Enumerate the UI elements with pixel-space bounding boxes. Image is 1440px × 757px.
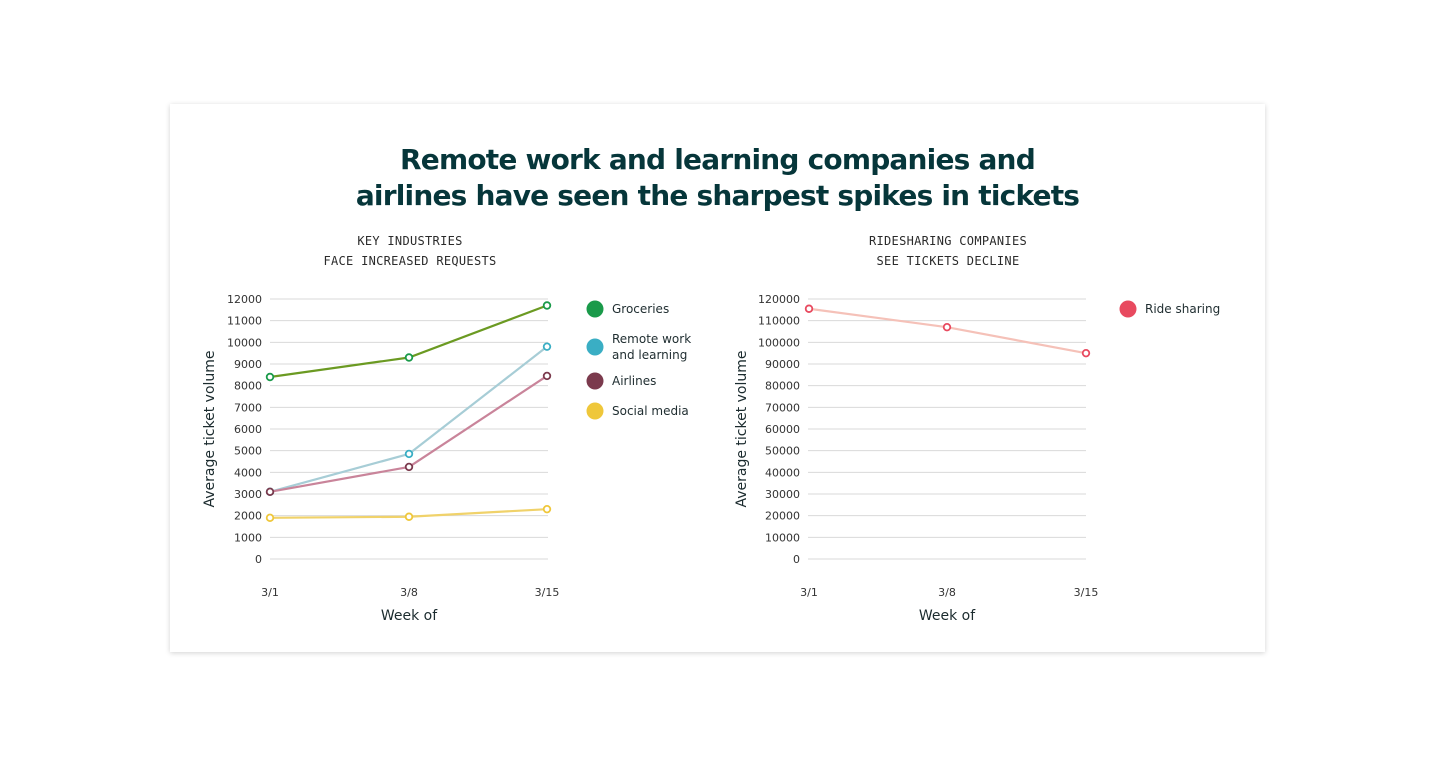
chart-card: Remote work and learning companies and a… xyxy=(170,104,1265,652)
left-y-tick-label: 2000 xyxy=(234,510,262,523)
right-legend-label: Ride sharing xyxy=(1145,302,1220,316)
main-title-line-2: airlines have seen the sharpest spikes i… xyxy=(355,179,1080,212)
left-y-tick-label: 5000 xyxy=(234,445,262,458)
right-x-tick-label: 3/15 xyxy=(1074,586,1099,599)
left-legend-marker xyxy=(586,338,604,356)
left-legend-label: Airlines xyxy=(612,374,656,388)
left-legend-label: Social media xyxy=(612,404,689,418)
right-data-point xyxy=(1081,348,1091,358)
right-data-point xyxy=(804,304,814,313)
right-x-tick-label: 3/1 xyxy=(800,586,818,599)
left-legend-marker xyxy=(586,300,604,318)
right-y-axis-title: Average ticket volume xyxy=(734,350,750,507)
right-chart-group: 0 10000 20000 30000 40000 50000 60000 70000 8000… xyxy=(734,293,1220,624)
key-industries-line-chart: 0 1000 2000 3000 4000 5000 6000 7000 8000 9000 100… xyxy=(202,293,1220,624)
left-data-point xyxy=(542,301,552,310)
main-title-line-1: Remote work and learning companies and xyxy=(400,143,1036,176)
left-y-tick-label: 0 xyxy=(255,553,262,566)
right-y-tick-label: 20000 xyxy=(765,510,800,523)
right-y-tick-label: 50000 xyxy=(765,445,800,458)
left-data-point xyxy=(542,342,552,351)
left-legend-label: Groceries xyxy=(612,302,669,316)
left-legend-marker xyxy=(586,402,604,420)
left-x-tick-label: 3/8 xyxy=(400,586,418,599)
left-chart-group: 0 1000 2000 3000 4000 5000 6000 7000 8000 9000 100… xyxy=(202,293,691,624)
left-y-tick-label: 12000 xyxy=(227,293,262,306)
left-x-tick-label: 3/1 xyxy=(261,586,279,599)
right-y-tick-label: 90000 xyxy=(765,358,800,371)
right-legend-marker xyxy=(1119,300,1137,318)
right-data-point xyxy=(942,322,952,332)
right-chart-title: RIDESHARING COMPANIES SEE TICKETS DECLIN… xyxy=(798,231,1098,271)
left-y-tick-label: 3000 xyxy=(234,488,262,501)
left-chart-title-line-2: FACE INCREASED REQUESTS xyxy=(323,254,497,268)
left-data-point xyxy=(265,513,275,523)
right-y-tick-label: 110000 xyxy=(758,315,800,328)
right-x-tick-label: 3/8 xyxy=(938,586,956,599)
left-y-tick-label: 8000 xyxy=(234,380,262,393)
right-y-tick-label: 80000 xyxy=(765,380,800,393)
right-y-tick-label: 70000 xyxy=(765,401,800,414)
left-y-tick-label: 11000 xyxy=(227,315,262,328)
left-data-point xyxy=(542,371,552,381)
left-data-point xyxy=(404,353,414,362)
right-y-tick-label: 10000 xyxy=(765,531,800,544)
right-chart-title-line-1: RIDESHARING COMPANIES xyxy=(868,234,1028,248)
left-data-point xyxy=(265,372,275,382)
left-y-tick-label: 7000 xyxy=(234,401,262,414)
left-legend-marker xyxy=(586,372,604,390)
left-data-point xyxy=(542,504,552,514)
left-data-point xyxy=(265,487,275,497)
left-y-tick-label: 9000 xyxy=(234,358,262,371)
left-y-tick-label: 10000 xyxy=(227,336,262,349)
left-data-point xyxy=(404,449,414,459)
left-y-tick-label: 4000 xyxy=(234,466,262,479)
left-data-point xyxy=(404,512,414,521)
right-y-tick-label: 0 xyxy=(793,553,800,566)
left-chart-title: KEY INDUSTRIES FACE INCREASED REQUESTS xyxy=(260,231,560,271)
right-y-tick-label: 100000 xyxy=(758,336,800,349)
right-y-tick-label: 120000 xyxy=(758,293,800,306)
left-y-axis-title: Average ticket volume xyxy=(202,350,218,507)
left-data-point xyxy=(404,462,414,472)
right-chart-title-line-2: SEE TICKETS DECLINE xyxy=(876,254,1020,268)
right-y-tick-label: 30000 xyxy=(765,488,800,501)
left-x-tick-label: 3/15 xyxy=(535,586,560,599)
left-series-line-2 xyxy=(269,374,548,493)
right-y-tick-label: 60000 xyxy=(765,423,800,436)
right-y-tick-label: 40000 xyxy=(765,466,800,479)
left-chart-title-line-1: KEY INDUSTRIES xyxy=(357,234,463,248)
left-y-tick-label: 6000 xyxy=(234,423,262,436)
left-y-tick-label: 1000 xyxy=(234,531,262,544)
left-x-axis-title: Week of xyxy=(381,608,438,624)
right-x-axis-title: Week of xyxy=(919,608,976,624)
left-legend-label: Remote work and learning xyxy=(612,332,691,362)
main-title: Remote work and learning companies and a… xyxy=(170,142,1265,214)
left-series-line-0 xyxy=(269,304,548,379)
